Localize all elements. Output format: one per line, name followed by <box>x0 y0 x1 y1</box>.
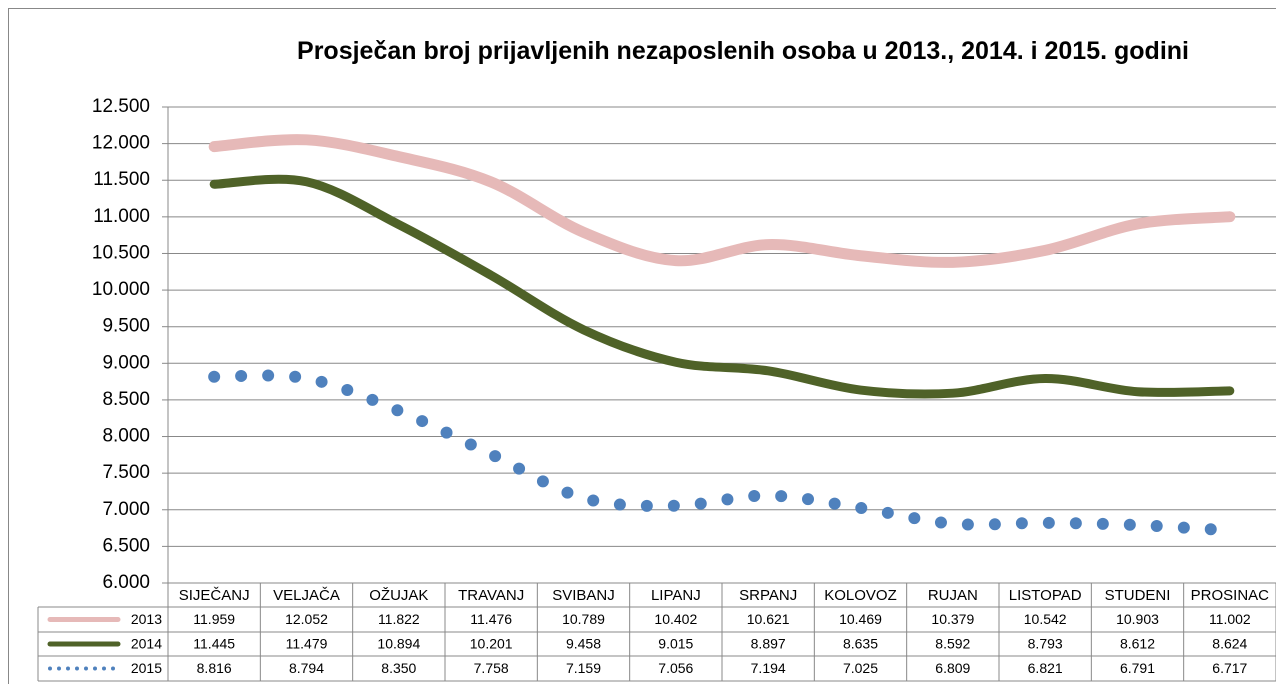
table-value: 12.052 <box>285 611 328 627</box>
y-tick-label: 10.500 <box>92 242 150 263</box>
table-value: 6.717 <box>1212 660 1247 676</box>
table-value: 11.476 <box>470 611 512 627</box>
x-tick-label: RUJAN <box>928 587 978 604</box>
y-tick-label: 9.500 <box>102 316 150 337</box>
table-value: 6.791 <box>1120 660 1155 676</box>
y-tick-label: 12.500 <box>92 96 150 117</box>
y-tick-label: 12.000 <box>92 133 150 154</box>
x-tick-label: STUDENI <box>1105 587 1171 604</box>
y-tick-label: 6.500 <box>102 535 150 556</box>
y-tick-label: 8.500 <box>102 389 150 410</box>
table-value: 7.194 <box>751 660 786 676</box>
y-tick-label: 11.500 <box>93 169 150 190</box>
x-tick-label: KOLOVOZ <box>824 587 897 604</box>
table-value: 7.758 <box>474 660 509 676</box>
table-value: 8.793 <box>1028 636 1063 652</box>
y-tick-label: 8.000 <box>102 426 150 447</box>
x-tick-label: SRPANJ <box>739 587 797 604</box>
table-value: 11.959 <box>193 611 235 627</box>
table-value: 8.624 <box>1212 636 1247 652</box>
table-value: 8.794 <box>289 660 324 676</box>
table-value: 10.201 <box>470 636 513 652</box>
y-tick-label: 9.000 <box>102 352 150 373</box>
y-tick-label: 11.000 <box>93 206 150 227</box>
table-value: 10.379 <box>931 611 974 627</box>
table-value: 8.612 <box>1120 636 1155 652</box>
x-tick-label: SIJEČANJ <box>179 587 250 604</box>
chart-title: Prosječan broj prijavljenih nezaposlenih… <box>297 37 1189 65</box>
y-tick-label: 7.000 <box>102 499 150 520</box>
table-value: 8.350 <box>381 660 416 676</box>
x-tick-label: TRAVANJ <box>458 587 524 604</box>
table-value: 9.458 <box>566 636 601 652</box>
table-value: 10.542 <box>1024 611 1067 627</box>
table-value: 7.056 <box>658 660 693 676</box>
series-line <box>208 369 1236 537</box>
table-value: 6.821 <box>1028 660 1063 676</box>
table-value: 8.635 <box>843 636 878 652</box>
chart-frame <box>8 8 1276 684</box>
legend-label: 2015 <box>131 660 162 676</box>
y-tick-label: 6.000 <box>102 572 150 593</box>
legend-label: 2013 <box>131 611 162 627</box>
table-value: 7.025 <box>843 660 878 676</box>
x-tick-label: VELJAČA <box>273 587 340 604</box>
table-value: 10.402 <box>654 611 697 627</box>
y-tick-label: 7.500 <box>102 462 150 483</box>
table-value: 8.816 <box>197 660 232 676</box>
table-value: 10.621 <box>747 611 790 627</box>
x-tick-label: OŽUJAK <box>369 587 428 604</box>
x-tick-label: PROSINAC <box>1191 587 1270 604</box>
table-value: 11.445 <box>193 636 235 652</box>
table-value: 10.469 <box>839 611 882 627</box>
table-value: 10.894 <box>377 636 420 652</box>
table-value: 10.789 <box>562 611 605 627</box>
series-line <box>209 174 1235 399</box>
x-tick-label: LISTOPAD <box>1009 587 1082 604</box>
table-value: 11.002 <box>1209 611 1251 627</box>
table-value: 7.159 <box>566 660 601 676</box>
table-value: 8.897 <box>751 636 786 652</box>
table-value: 8.592 <box>935 636 970 652</box>
table-value: 9.015 <box>658 636 693 652</box>
y-tick-label: 10.000 <box>92 279 150 300</box>
table-value: 11.822 <box>378 611 420 627</box>
series-line <box>208 134 1236 268</box>
table-value: 10.903 <box>1116 611 1159 627</box>
table-value: 11.479 <box>286 636 328 652</box>
table-value: 6.809 <box>935 660 970 676</box>
x-tick-label: LIPANJ <box>651 587 701 604</box>
legend-label: 2014 <box>131 636 162 652</box>
x-tick-label: SVIBANJ <box>552 587 615 604</box>
